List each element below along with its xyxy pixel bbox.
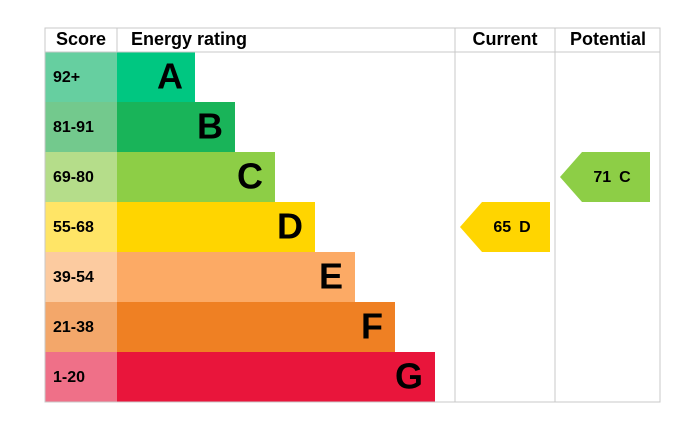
rating-bar [117,52,195,102]
score-cell [45,202,117,252]
rating-bar [117,302,395,352]
rating-letter: C [237,156,263,197]
arrow-band: D [519,219,531,236]
arrow-label: 65 D [493,219,530,236]
rating-bar [117,252,355,302]
rating-letter: E [319,256,343,297]
arrow-shape [460,202,550,252]
score-label: 92+ [53,69,80,86]
score-label: 39-54 [53,269,94,286]
header-score: Score [56,29,106,49]
score-cell [45,102,117,152]
header-current: Current [472,29,537,49]
score-label: 81-91 [53,119,94,136]
current-arrow: 65 D [460,202,550,252]
rating-bar [117,152,275,202]
score-cell [45,252,117,302]
score-label: 55-68 [53,219,94,236]
arrow-score: 65 [493,219,511,236]
rating-letter: B [197,106,223,147]
arrow-score: 71 [593,169,611,186]
rating-bar [117,202,315,252]
arrow-band: C [619,169,631,186]
rating-letter: G [395,356,423,397]
arrow-label: 71 C [593,169,631,186]
header-potential: Potential [570,29,646,49]
rating-letter: A [157,56,183,97]
arrow-shape [560,152,650,202]
score-label: 69-80 [53,169,94,186]
rating-bar [117,352,435,402]
header-rating: Energy rating [131,29,247,49]
table-border [44,27,661,403]
score-cell [45,52,117,102]
score-label: 1-20 [53,369,85,386]
score-label: 21-38 [53,319,94,336]
score-cell [45,152,117,202]
rating-letter: D [277,206,303,247]
rating-letter: F [361,306,383,347]
score-cell [45,352,117,402]
rating-bar [117,102,235,152]
potential-arrow: 71 C [560,152,650,202]
score-cell [45,302,117,352]
